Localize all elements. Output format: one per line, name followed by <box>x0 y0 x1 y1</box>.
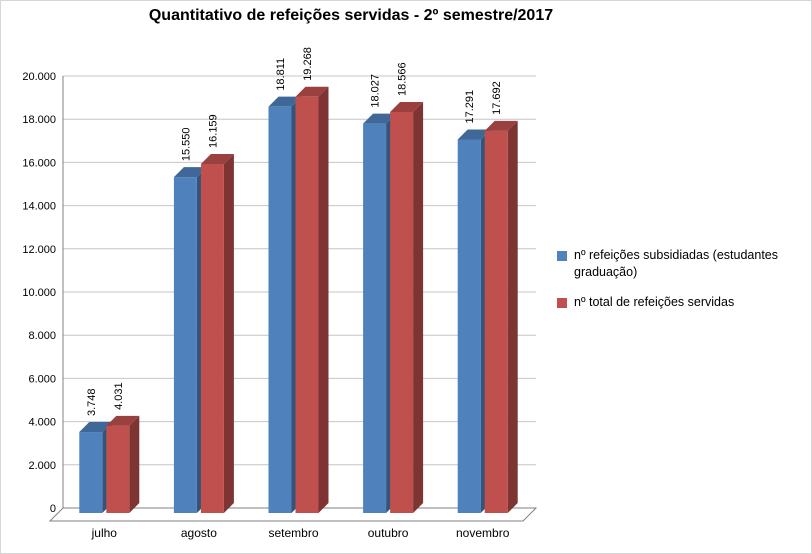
y-axis-label: 6.000 <box>28 373 56 385</box>
bar-total-julho <box>106 425 130 513</box>
bar-top-subsidiadas-agosto <box>173 167 207 178</box>
bar-side-total-outubro <box>413 101 424 514</box>
data-label-subsidiadas-julho: 3.748 <box>86 389 98 417</box>
data-label-subsidiadas-outubro: 18.027 <box>370 74 382 108</box>
y-axis-label: 18.000 <box>22 114 56 126</box>
legend-item-subsidiadas: nº refeições subsidiadas (estudantes gra… <box>557 247 801 281</box>
y-axis-label: 8.000 <box>28 330 56 342</box>
bar-top-subsidiadas-julho <box>79 422 113 433</box>
category-label-setembro: setembro <box>268 526 318 540</box>
y-axis-label: 14.000 <box>22 201 56 213</box>
bar-top-total-novembro <box>484 120 518 131</box>
data-label-subsidiadas-novembro: 17.291 <box>464 90 476 124</box>
bar-total-outubro <box>390 111 414 514</box>
y-axis-label: 12.000 <box>22 244 56 256</box>
bar-total-novembro <box>484 130 508 514</box>
data-label-subsidiadas-setembro: 18.811 <box>275 58 287 91</box>
category-label-julho: julho <box>91 526 118 540</box>
bar-side-total-julho <box>129 415 140 513</box>
bar-total-setembro <box>295 96 319 513</box>
y-axis-label: 16.000 <box>22 157 56 169</box>
bar-top-total-agosto <box>200 153 234 164</box>
bar-side-total-agosto <box>223 153 234 513</box>
data-label-total-setembro: 19.268 <box>302 47 314 81</box>
data-label-total-julho: 4.031 <box>113 382 125 410</box>
legend-item-total: nº total de refeições servidas <box>557 294 801 311</box>
bar-total-agosto <box>200 163 224 513</box>
legend-swatch-total-icon <box>557 297 567 308</box>
y-axis-label: 2.000 <box>28 460 56 472</box>
legend: nº refeições subsidiadas (estudantes gra… <box>557 247 801 324</box>
y-axis-label: 10.000 <box>22 287 56 299</box>
category-label-agosto: agosto <box>181 526 217 540</box>
bar-subsidiadas-outubro <box>363 123 387 514</box>
bar-top-subsidiadas-outubro <box>363 113 397 124</box>
chart-title: Quantitativo de refeições servidas - 2º … <box>148 7 554 24</box>
bar-top-total-setembro <box>295 86 329 97</box>
y-axis-label: 4.000 <box>28 417 56 429</box>
bar-subsidiadas-novembro <box>457 139 481 513</box>
bar-side-total-novembro <box>507 120 518 514</box>
bar-top-subsidiadas-novembro <box>457 129 491 140</box>
bar-subsidiadas-julho <box>79 432 103 513</box>
bar-top-subsidiadas-setembro <box>268 96 302 107</box>
data-label-total-agosto: 16.159 <box>207 114 219 148</box>
category-label-novembro: novembro <box>456 526 510 540</box>
legend-label-subsidiadas: nº refeições subsidiadas (estudantes gra… <box>574 248 778 279</box>
y-axis-label: 0 <box>50 503 56 515</box>
category-label-outubro: outubro <box>368 526 409 540</box>
bar-subsidiadas-agosto <box>173 177 197 513</box>
bar-subsidiadas-setembro <box>268 106 292 513</box>
y-axis-label: 20.000 <box>22 71 56 83</box>
data-label-total-novembro: 17.692 <box>491 81 503 115</box>
bar-side-total-setembro <box>318 86 329 513</box>
data-label-total-outubro: 18.566 <box>397 62 409 96</box>
data-label-subsidiadas-agosto: 15.550 <box>180 127 192 161</box>
legend-swatch-subsidiadas-icon <box>557 251 567 261</box>
legend-label-total: nº total de refeições servidas <box>574 294 735 309</box>
bar-top-total-julho <box>106 415 140 426</box>
bar-top-total-outubro <box>390 101 424 112</box>
